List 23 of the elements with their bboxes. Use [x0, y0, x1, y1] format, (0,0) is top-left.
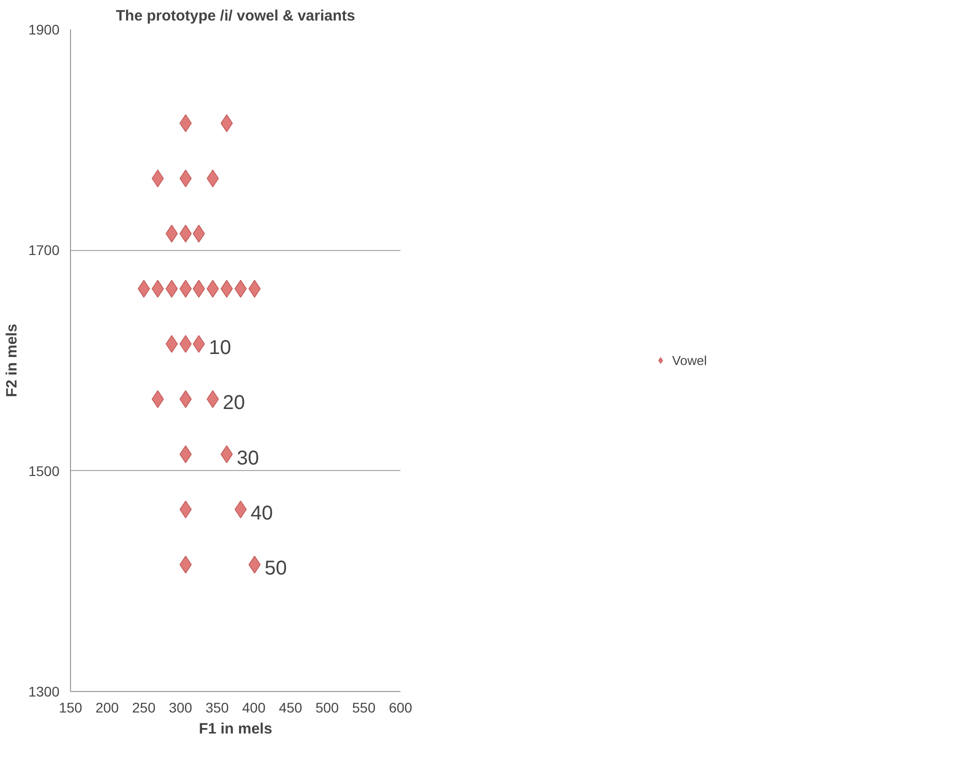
- y-tick-label: 1900: [28, 22, 60, 38]
- annotation: 10: [208, 336, 232, 359]
- legend-label: Vowel: [672, 352, 707, 368]
- annotation: 50: [264, 558, 287, 580]
- x-tick-label: 150: [58, 700, 82, 716]
- annotation: 40: [250, 502, 273, 524]
- x-tick-label: 350: [205, 700, 230, 716]
- x-tick-label: 300: [168, 700, 192, 716]
- y-tick-label: 1300: [28, 684, 60, 700]
- annotation: 30: [236, 447, 259, 470]
- annotation: 20: [222, 392, 246, 414]
- x-tick-label: 200: [95, 700, 120, 716]
- x-axis-title: F1 in mels: [198, 720, 272, 738]
- y-tick-label: 1700: [28, 242, 60, 258]
- x-tick-label: 600: [388, 700, 412, 716]
- x-tick-label: 450: [278, 700, 302, 716]
- x-tick-label: 500: [315, 700, 340, 716]
- x-tick-label: 550: [352, 700, 376, 716]
- y-axis-title: F2 in mels: [3, 324, 20, 398]
- x-tick-label: 400: [242, 700, 266, 716]
- chart-title: The prototype /i/ vowel & variants: [116, 8, 356, 24]
- y-tick-label: 1500: [28, 462, 60, 479]
- x-tick-label: 250: [132, 700, 156, 716]
